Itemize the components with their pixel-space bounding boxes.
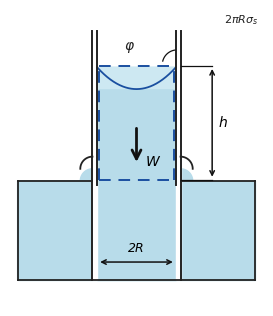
Polygon shape: [17, 169, 93, 280]
Polygon shape: [97, 68, 176, 88]
Polygon shape: [180, 169, 256, 280]
Text: W: W: [146, 155, 160, 169]
Text: φ: φ: [124, 39, 133, 52]
Polygon shape: [176, 31, 180, 280]
Text: 2R: 2R: [128, 242, 145, 255]
Text: h: h: [219, 116, 228, 130]
Polygon shape: [97, 68, 176, 280]
Polygon shape: [97, 68, 176, 89]
Polygon shape: [93, 31, 97, 280]
Polygon shape: [17, 181, 256, 280]
Text: $2\pi R\sigma_s$: $2\pi R\sigma_s$: [224, 13, 258, 27]
